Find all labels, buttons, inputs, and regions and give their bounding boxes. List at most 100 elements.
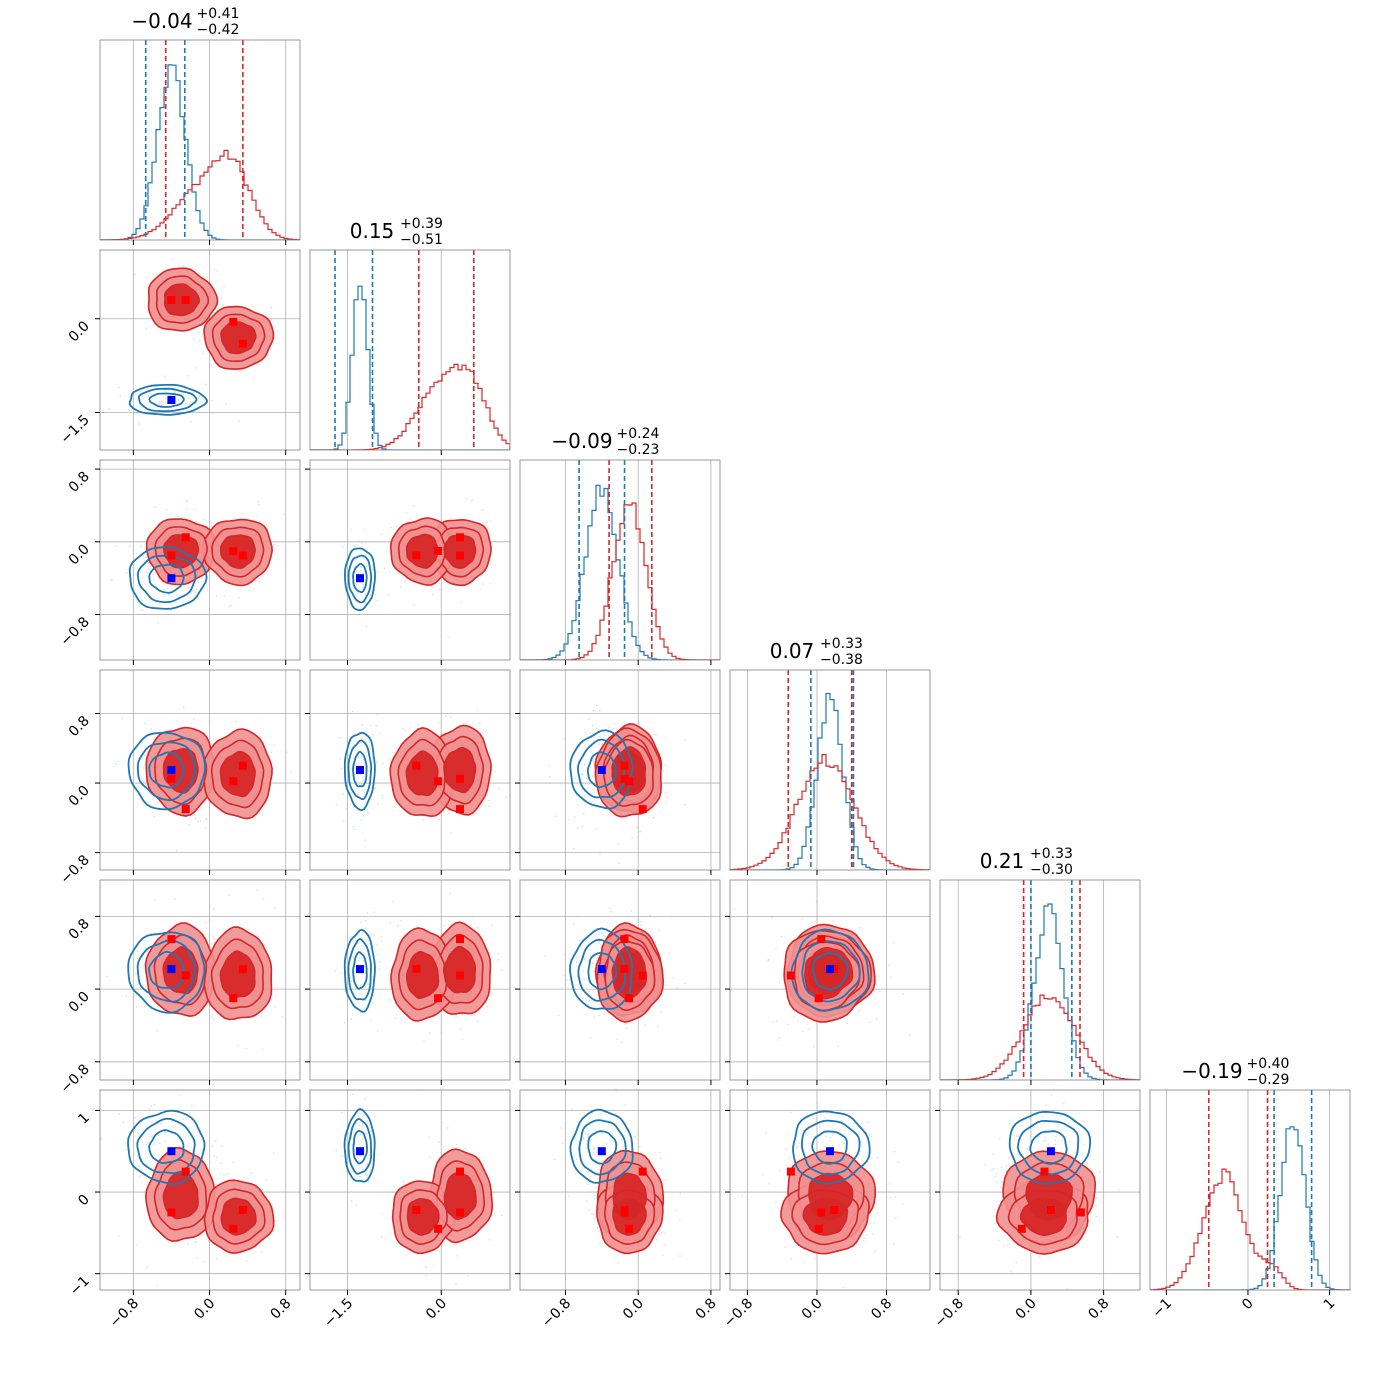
scatter-red-5-4-36 xyxy=(1066,1288,1069,1290)
scatter-blue-3-1-48 xyxy=(362,815,365,817)
panel-frame-0-0 xyxy=(99,39,301,241)
marker-red-4-1-2 xyxy=(434,994,443,1003)
marker-blue-5-1 xyxy=(356,1147,364,1156)
scatter-blue-5-3-53 xyxy=(898,1161,900,1163)
scatter-blue-5-3-50 xyxy=(828,1139,831,1142)
ytick-label-4-0: −0.8 xyxy=(57,1061,92,1096)
scatter-red-2-0-116 xyxy=(149,532,151,534)
scatter-red-4-3-35 xyxy=(857,1010,860,1012)
scatter-blue-5-1-40 xyxy=(366,1120,369,1122)
scatter-red-5-0-53 xyxy=(275,1220,278,1222)
scatter-blue-5-0-6 xyxy=(146,1143,148,1146)
xtick-label-3-2: 0.8 xyxy=(868,1296,895,1323)
scatter-red-4-1-100 xyxy=(461,1014,464,1016)
scatter-red-4-0-69 xyxy=(245,1047,248,1050)
scatter-blue-2-1-25 xyxy=(376,599,379,602)
ytick-label-3-2: 0.8 xyxy=(66,713,93,740)
scatter-blue-3-0-38 xyxy=(143,767,145,769)
scatter-blue-3-1-55 xyxy=(381,797,384,799)
marker-red-1-0-0 xyxy=(167,296,176,304)
scatter-blue-1-0-15 xyxy=(119,395,122,397)
panel-1-1: 0.15 +0.39−0.51 xyxy=(309,216,511,455)
scatter-blue-5-3-58 xyxy=(785,1148,787,1150)
panel-content-5-2 xyxy=(520,1090,720,1290)
scatter-blue-3-1-29 xyxy=(350,791,352,794)
scatter-red-5-3-90 xyxy=(873,1221,876,1224)
scatter-blue-2-1-1 xyxy=(384,613,386,616)
scatter-blue-5-0-39 xyxy=(138,1176,141,1178)
scatter-blue-4-3-49 xyxy=(808,1028,811,1030)
xtick-label-3-0: −0.8 xyxy=(721,1296,756,1331)
scatter-red-5-0-48 xyxy=(118,1234,120,1237)
scatter-red-5-2-86 xyxy=(674,1208,677,1211)
scatter-blue-1-0-29 xyxy=(167,394,170,396)
scatter-red-5-2-85 xyxy=(596,1226,599,1229)
scatter-blue-5-4-42 xyxy=(992,1167,995,1170)
panel-0-0: −0.04 +0.41−0.42 xyxy=(99,6,301,245)
scatter-red-5-4-58 xyxy=(1010,1155,1012,1158)
scatter-red-4-0-101 xyxy=(273,906,276,909)
contour-blue-4-3-0 xyxy=(790,928,870,1012)
panel-title-plus-5: +0.40 xyxy=(1247,1056,1290,1072)
scatter-blue-3-2-5 xyxy=(581,825,583,828)
contour-blue-5-4-1 xyxy=(1016,1119,1080,1176)
scatter-blue-4-1-0 xyxy=(376,1030,379,1032)
scatter-blue-5-1-12 xyxy=(355,1204,358,1206)
scatter-red-5-2-55 xyxy=(593,1218,595,1220)
scatter-red-4-1-2 xyxy=(501,969,503,971)
scatter-red-4-0-76 xyxy=(212,936,215,939)
scatter-blue-2-0-50 xyxy=(140,609,143,611)
scatter-red-4-1-21 xyxy=(423,1040,425,1043)
scatter-red-2-0-19 xyxy=(274,543,276,546)
scatter-red-4-0-22 xyxy=(212,1018,215,1020)
marker-red-3-1-0 xyxy=(456,774,464,783)
ytick-label-4-1: 0.0 xyxy=(66,989,93,1016)
scatter-red-3-0-75 xyxy=(273,744,275,747)
scatter-blue-3-2-55 xyxy=(592,759,594,761)
scatter-blue-3-1-4 xyxy=(335,803,338,806)
scatter-blue-5-0-14 xyxy=(164,1140,167,1143)
panel-frame-4-3 xyxy=(729,879,931,1081)
scatter-red-4-2-71 xyxy=(616,1038,618,1041)
panel-content-3-0 xyxy=(100,670,300,870)
scatter-blue-4-2-32 xyxy=(566,979,568,981)
scatter-blue-5-2-39 xyxy=(568,1195,570,1197)
scatter-blue-4-2-21 xyxy=(600,932,603,935)
scatter-red-5-2-73 xyxy=(664,1232,667,1234)
scatter-blue-5-2-23 xyxy=(582,1136,585,1139)
scatter-blue-2-1-36 xyxy=(374,593,377,596)
scatter-blue-5-1-52 xyxy=(340,1155,343,1157)
scatter-red-1-0-86 xyxy=(145,277,148,279)
scatter-red-3-0-108 xyxy=(201,807,203,810)
scatter-blue-3-2-44 xyxy=(588,768,591,771)
marker-red-5-4-0 xyxy=(1076,1208,1085,1217)
scatter-blue-5-0-32 xyxy=(177,1138,179,1141)
panel-frame-3-3 xyxy=(729,669,931,871)
scatter-red-4-0-4 xyxy=(135,1006,138,1008)
scatter-blue-5-4-6 xyxy=(1041,1115,1044,1118)
scatter-red-4-0-113 xyxy=(256,888,259,891)
scatter-red-5-1-95 xyxy=(425,1266,427,1268)
scatter-blue-4-2-29 xyxy=(562,953,565,956)
scatter-red-3-1-27 xyxy=(382,762,384,765)
scatter-blue-3-0-27 xyxy=(142,781,145,783)
scatter-blue-5-2-45 xyxy=(588,1183,590,1185)
scatter-red-2-0-84 xyxy=(230,604,232,607)
scatter-blue-5-3-31 xyxy=(843,1142,846,1144)
scatter-red-5-0-61 xyxy=(250,1172,253,1174)
scatter-red-5-2-62 xyxy=(617,1261,619,1264)
scatter-blue-4-1-18 xyxy=(350,1018,353,1020)
contour-blue-5-0-0 xyxy=(127,1109,206,1186)
scatter-red-5-3-10 xyxy=(775,1201,777,1203)
scatter-blue-5-1-43 xyxy=(366,1132,368,1135)
scatter-red-3-1-24 xyxy=(498,787,500,790)
scatter-red-5-1-27 xyxy=(384,1237,387,1240)
scatter-blue-5-1-54 xyxy=(365,1174,368,1177)
scatter-blue-4-1-31 xyxy=(364,999,367,1002)
scatter-blue-1-0-8 xyxy=(145,388,148,391)
marker-red-5-0-0 xyxy=(167,1208,176,1217)
scatter-red-5-4-102 xyxy=(994,1208,996,1211)
scatter-red-4-2-44 xyxy=(660,1010,662,1013)
scatter-red-2-0-59 xyxy=(215,595,218,597)
scatter-blue-4-1-53 xyxy=(365,920,367,922)
